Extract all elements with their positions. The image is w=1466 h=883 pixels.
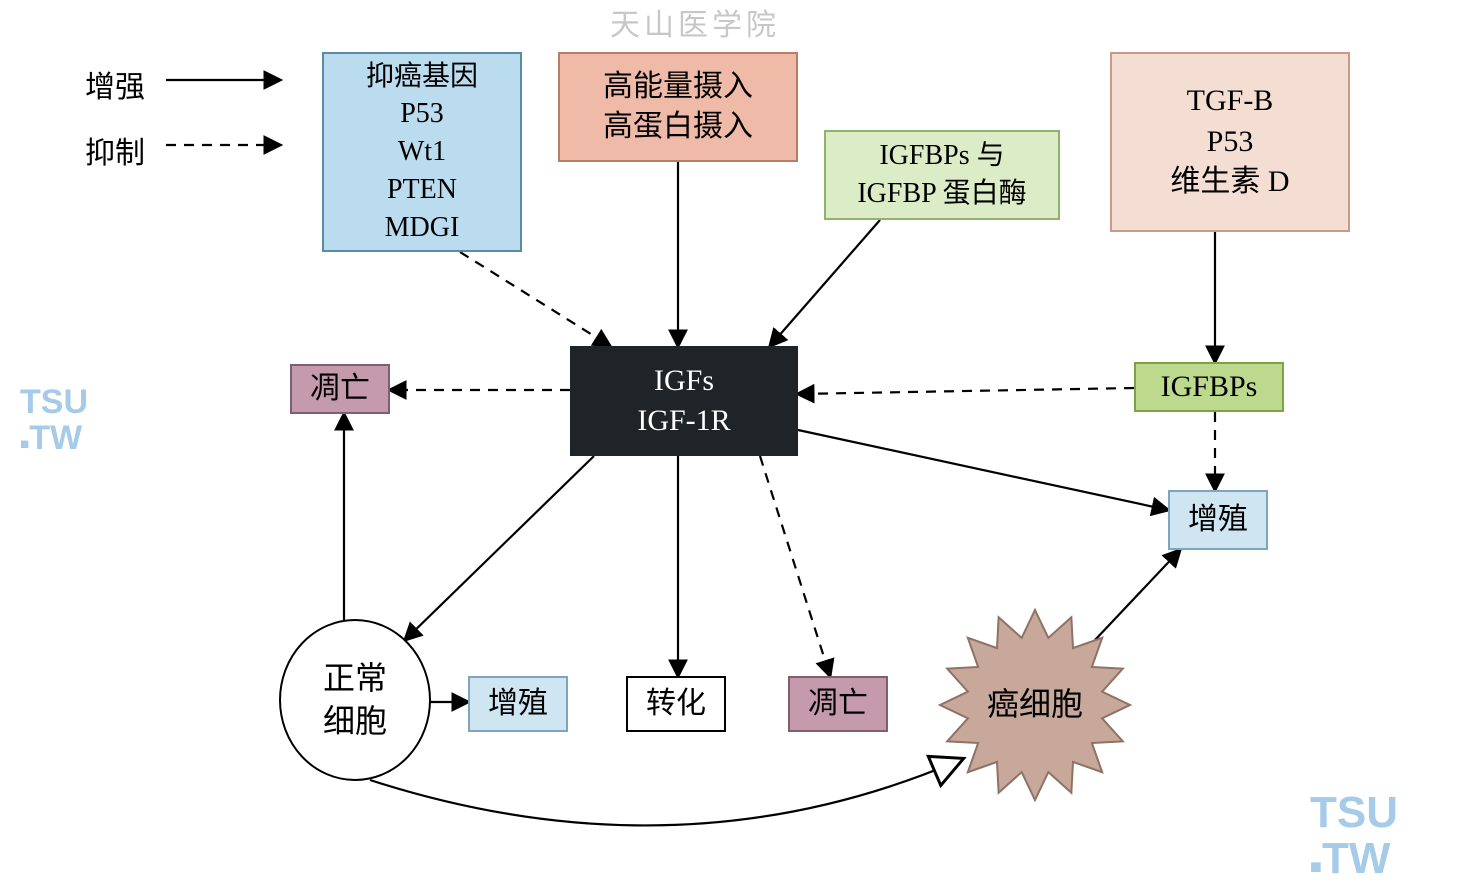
logo-line1: TSU — [1310, 788, 1398, 837]
watermark-top: 天山医学院 — [610, 0, 780, 44]
watermark-logo-2: TSU ■TW — [1310, 790, 1398, 882]
node-proliferation-mid: 增殖 — [468, 676, 568, 732]
node-igfbps-right: IGFBPs — [1134, 362, 1284, 412]
logo-line2: TW — [29, 419, 82, 457]
legend-inhibit-label: 抑制 — [85, 128, 145, 172]
node-normal-cell: 正常 细胞 — [280, 620, 430, 780]
logo-dot-icon: ■ — [20, 436, 29, 453]
node-tumor-suppressor: 抑癌基因 P53 Wt1 PTEN MDGI — [322, 52, 522, 252]
node-transform: 转化 — [626, 676, 726, 732]
legend-enhance-label: 增强 — [85, 62, 145, 106]
node-igfbps-protease: IGFBPs 与 IGFBP 蛋白酶 — [824, 130, 1060, 220]
node-apoptosis-mid: 凋亡 — [788, 676, 888, 732]
node-cancer-cell: 癌细胞 — [940, 610, 1130, 800]
node-high-intake: 高能量摄入 高蛋白摄入 — [558, 52, 798, 162]
node-tgf-p53-vd: TGF-B P53 维生素 D — [1110, 52, 1350, 232]
logo-line2: TW — [1322, 834, 1390, 883]
node-apoptosis-left: 凋亡 — [290, 364, 390, 414]
logo-dot-icon: ■ — [1310, 856, 1322, 878]
node-igfs-center: IGFs IGF-1R — [570, 346, 798, 456]
logo-line1: TSU — [20, 383, 88, 421]
watermark-logo-1: TSU ■TW — [20, 385, 88, 456]
node-proliferation-right: 增殖 — [1168, 490, 1268, 550]
